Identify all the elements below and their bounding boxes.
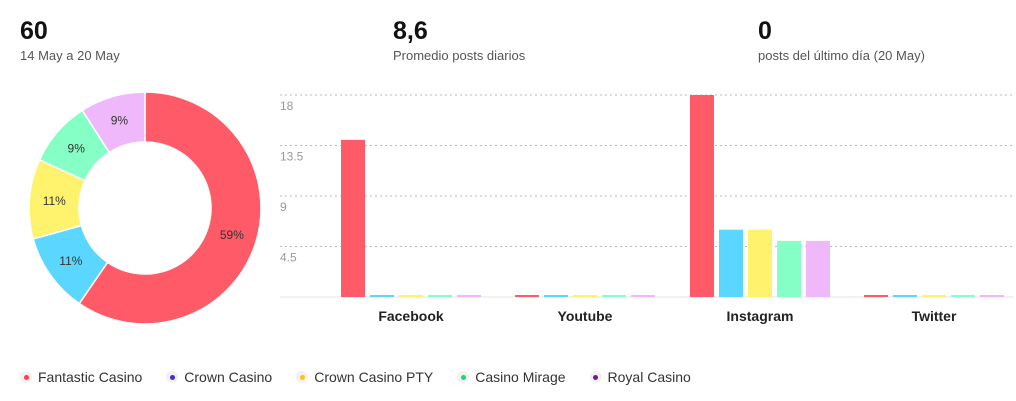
y-tick-label-2: 13.5 <box>280 150 304 164</box>
stat-last-day-label: posts del último día (20 May) <box>758 48 925 63</box>
x-category-label-3: Twitter <box>912 308 957 324</box>
bar-twitter-4 <box>980 295 1004 297</box>
legend-dot-icon <box>589 371 602 383</box>
bar-facebook-3 <box>428 295 452 297</box>
x-category-label-2: Instagram <box>727 308 794 324</box>
stat-last-day: 0 posts del último día (20 May) <box>758 16 925 63</box>
stat-average-label: Promedio posts diarios <box>393 48 526 63</box>
legend-item-3[interactable]: Casino Mirage <box>457 369 566 385</box>
donut-slice-4 <box>81 91 146 154</box>
legend-dot-icon <box>296 371 309 383</box>
bar-facebook-4 <box>457 295 481 297</box>
legend-item-4[interactable]: Royal Casino <box>589 369 691 385</box>
bar-twitter-1 <box>893 295 917 297</box>
bar-facebook-1 <box>370 295 394 297</box>
legend-label: Royal Casino <box>607 369 691 385</box>
legend-label: Crown Casino PTY <box>314 369 434 385</box>
donut-slice-label-3: 9% <box>68 141 86 155</box>
stat-last-day-value: 0 <box>758 17 772 45</box>
donut-slice-label-1: 11% <box>59 254 82 268</box>
legend-label: Fantastic Casino <box>38 369 143 385</box>
bar-youtube-3 <box>602 295 626 297</box>
stat-total-label: 14 May a 20 May <box>20 48 120 63</box>
bar-instagram-0 <box>690 95 714 297</box>
donut-slice-label-4: 9% <box>111 114 129 128</box>
y-tick-label-3: 18 <box>280 99 294 113</box>
stat-total-value: 60 <box>20 17 48 45</box>
bar-instagram-3 <box>777 240 801 297</box>
bar-youtube-2 <box>573 295 597 297</box>
bar-youtube-0 <box>515 295 539 297</box>
y-tick-label-1: 9 <box>280 200 287 214</box>
stat-total-posts: 60 14 May a 20 May <box>20 16 120 63</box>
legend-item-2[interactable]: Crown Casino PTY <box>296 369 433 385</box>
legend-dot-icon <box>166 371 179 383</box>
legend-dot-icon <box>20 371 32 383</box>
legend-dot-icon <box>457 371 470 383</box>
x-category-label-1: Youtube <box>558 308 613 324</box>
donut-chart: 59% 11% 11% 9% 9% <box>28 91 262 325</box>
bar-chart: 4.5 9 13.5 18 Facebook Youtube Instagram Twitte… <box>280 94 1014 324</box>
legend-item-0[interactable]: Fantastic Casino <box>20 369 142 385</box>
legend-item-1[interactable]: Crown Casino <box>166 369 272 385</box>
bar-instagram-4 <box>806 240 830 297</box>
bar-instagram-1 <box>719 229 743 297</box>
bar-youtube-4 <box>631 295 655 297</box>
bar-facebook-2 <box>399 295 423 297</box>
legend-label: Crown Casino <box>184 369 273 385</box>
stat-average-value: 8,6 <box>393 17 428 45</box>
bar-youtube-1 <box>544 295 568 297</box>
stat-daily-average: 8,6 Promedio posts diarios <box>393 16 525 63</box>
y-tick-label-0: 4.5 <box>280 251 297 265</box>
x-category-label-0: Facebook <box>378 308 444 324</box>
chart-legend: Fantastic Casino Crown Casino Crown Casino… <box>20 369 691 385</box>
bar-twitter-2 <box>922 295 946 297</box>
donut-slice-label-2: 11% <box>43 194 66 208</box>
donut-slice-0 <box>78 91 262 325</box>
bar-facebook-0 <box>341 139 365 297</box>
bar-twitter-0 <box>864 295 888 297</box>
donut-slice-label-0: 59% <box>220 228 244 242</box>
bar-instagram-2 <box>748 229 772 297</box>
bar-twitter-3 <box>951 295 975 297</box>
legend-label: Casino Mirage <box>475 369 566 385</box>
